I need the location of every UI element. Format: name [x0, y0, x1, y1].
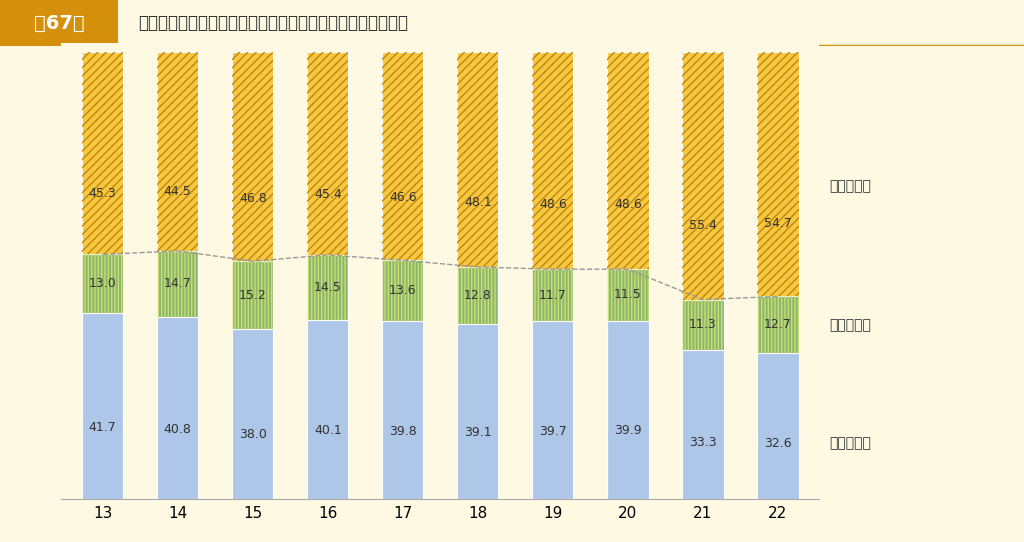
Bar: [307, 52, 348, 255]
Text: 12.7: 12.7: [764, 318, 792, 331]
Text: 46.8: 46.8: [239, 192, 266, 205]
Text: 32.6: 32.6: [764, 437, 792, 450]
Bar: [457, 52, 499, 267]
Text: 第67図: 第67図: [34, 14, 84, 33]
Bar: [382, 260, 424, 321]
Text: 45.3: 45.3: [89, 188, 117, 201]
Bar: [532, 321, 573, 499]
Bar: [232, 261, 273, 329]
Bar: [682, 300, 724, 350]
Text: （年度）: （年度）: [787, 541, 819, 542]
FancyBboxPatch shape: [0, 0, 118, 46]
Text: 39.1: 39.1: [464, 426, 492, 439]
Bar: [607, 52, 648, 269]
Text: 48.6: 48.6: [614, 198, 642, 211]
Bar: [607, 269, 648, 320]
Text: 13.6: 13.6: [389, 284, 417, 297]
Text: 45.4: 45.4: [314, 188, 342, 201]
Bar: [382, 260, 424, 321]
Bar: [758, 52, 799, 296]
Text: そ　の　他: そ の 他: [829, 318, 871, 332]
Bar: [682, 350, 724, 499]
Bar: [382, 321, 424, 499]
Bar: [607, 52, 648, 269]
Text: 41.7: 41.7: [89, 422, 117, 434]
Text: 54.7: 54.7: [764, 217, 792, 230]
Bar: [157, 52, 199, 251]
Text: 11.5: 11.5: [614, 288, 642, 301]
Bar: [682, 52, 724, 300]
Bar: [682, 52, 724, 300]
Bar: [307, 255, 348, 320]
Bar: [307, 255, 348, 320]
Bar: [157, 317, 199, 499]
Bar: [157, 251, 199, 317]
Bar: [682, 300, 724, 350]
Text: 40.8: 40.8: [164, 423, 191, 436]
Bar: [232, 52, 273, 261]
Bar: [82, 52, 123, 255]
Bar: [607, 320, 648, 499]
Bar: [307, 52, 348, 255]
Text: 39.9: 39.9: [614, 424, 642, 437]
Bar: [607, 269, 648, 320]
Text: 33.3: 33.3: [689, 436, 717, 449]
Text: 40.1: 40.1: [314, 424, 342, 437]
Bar: [532, 269, 573, 321]
Text: 11.3: 11.3: [689, 318, 717, 331]
Bar: [82, 313, 123, 499]
Text: 48.6: 48.6: [539, 198, 566, 211]
Text: 地　方　債: 地 方 債: [829, 436, 871, 450]
Bar: [758, 353, 799, 499]
Bar: [382, 52, 424, 260]
Bar: [82, 255, 123, 313]
Text: 44.5: 44.5: [164, 185, 191, 198]
Bar: [758, 52, 799, 296]
Text: 55.4: 55.4: [689, 219, 717, 232]
Text: 15.2: 15.2: [239, 288, 266, 301]
Bar: [232, 329, 273, 499]
Text: 普通建設事業費の財源構成比の推移（その３　単独事業費）: 普通建設事業費の財源構成比の推移（その３ 単独事業費）: [138, 14, 409, 32]
Text: 46.6: 46.6: [389, 191, 417, 204]
Text: 一般財源等: 一般財源等: [829, 179, 871, 193]
Text: 39.8: 39.8: [389, 424, 417, 437]
Bar: [758, 296, 799, 353]
Text: 48.1: 48.1: [464, 196, 492, 209]
Bar: [532, 52, 573, 269]
Bar: [232, 261, 273, 329]
Text: 39.7: 39.7: [539, 425, 566, 438]
Text: 12.8: 12.8: [464, 289, 492, 302]
Bar: [232, 52, 273, 261]
Text: 14.7: 14.7: [164, 277, 191, 290]
Bar: [82, 255, 123, 313]
Bar: [457, 52, 499, 267]
Bar: [82, 52, 123, 255]
Bar: [532, 269, 573, 321]
Text: 11.7: 11.7: [539, 289, 566, 302]
Bar: [382, 52, 424, 260]
Text: 38.0: 38.0: [239, 428, 266, 441]
Bar: [758, 296, 799, 353]
Bar: [157, 52, 199, 251]
Bar: [307, 320, 348, 499]
Bar: [532, 52, 573, 269]
Bar: [457, 267, 499, 324]
Text: 14.5: 14.5: [314, 281, 342, 294]
Text: 13.0: 13.0: [89, 277, 117, 290]
Bar: [157, 251, 199, 317]
Bar: [457, 324, 499, 499]
Bar: [457, 267, 499, 324]
